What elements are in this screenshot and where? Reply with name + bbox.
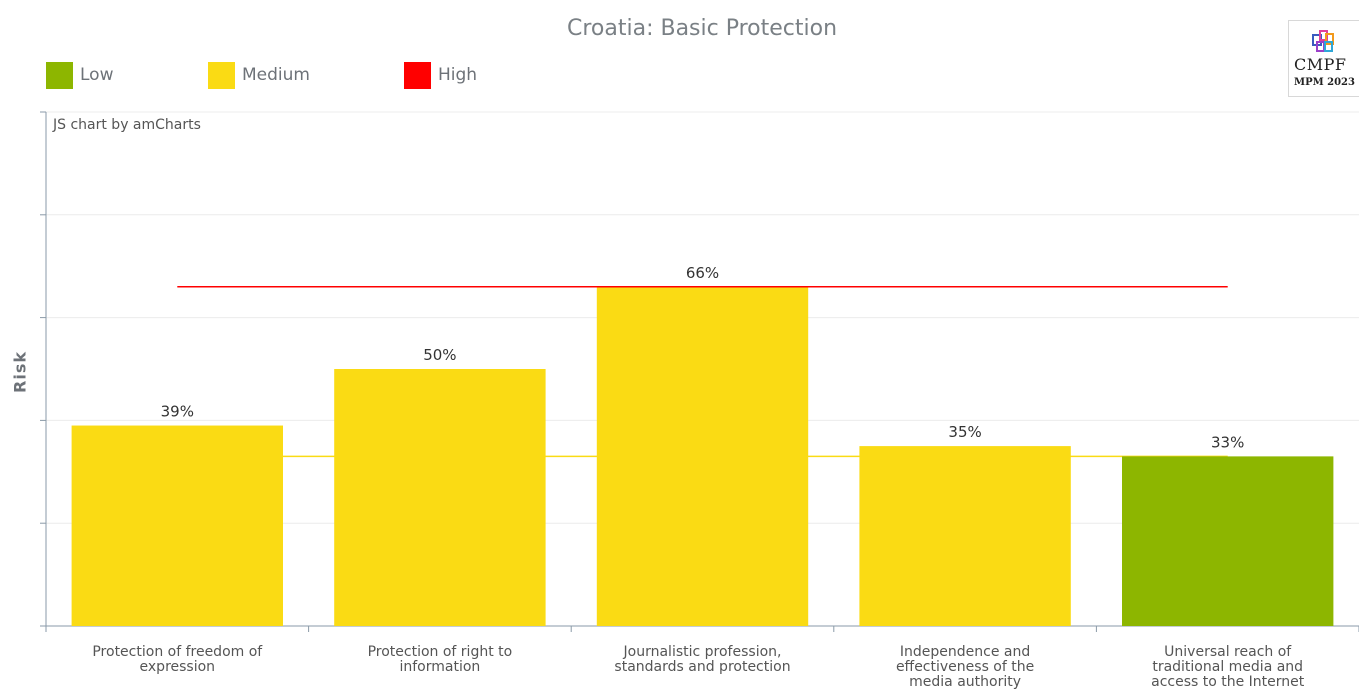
category-label: Protection of right to [368, 644, 513, 660]
legend-swatch-high [404, 61, 431, 89]
legend-item-high[interactable]: High [404, 61, 477, 89]
legend-item-low[interactable]: Low [46, 61, 113, 89]
chart-credit[interactable]: JS chart by amCharts [53, 117, 201, 133]
chart-title: Croatia: Basic Protection [566, 16, 838, 41]
bar [596, 286, 809, 626]
value-label: 35% [948, 423, 981, 441]
value-label: 33% [1211, 433, 1244, 451]
cmpf-logo: CMPF MPM 2023 [1288, 20, 1359, 97]
bars [71, 286, 1334, 626]
value-label: 39% [161, 403, 194, 421]
bar [71, 425, 283, 626]
value-labels: 39% 50% 66% 35% 33% [161, 264, 1245, 452]
bar [334, 369, 546, 626]
category-label: Independence and [900, 644, 1030, 660]
legend-item-medium[interactable]: Medium [208, 61, 310, 89]
category-label: access to the Internet [1151, 674, 1305, 690]
category-label: information [399, 659, 480, 675]
category-label: traditional media and [1152, 659, 1303, 675]
category-label: media authority [909, 674, 1021, 690]
legend-label-low: Low [80, 65, 114, 85]
category-label: Universal reach of [1164, 644, 1292, 660]
category-label: standards and protection [614, 659, 790, 675]
value-label: 50% [423, 346, 456, 364]
logo-subtext: MPM 2023 [1294, 77, 1355, 88]
legend-label-high: High [438, 65, 478, 85]
legend-label-medium: Medium [242, 65, 310, 85]
category-label: expression [140, 659, 216, 675]
category-label: Journalistic profession, [623, 644, 782, 660]
value-label: 66% [686, 264, 719, 282]
category-label: Protection of freedom of [92, 644, 263, 660]
logo-text: CMPF [1294, 55, 1347, 74]
cmpf-logo-icon [1312, 30, 1334, 52]
category-label: effectiveness of the [896, 659, 1034, 675]
legend-swatch-low [46, 61, 73, 89]
legend-swatch-medium [208, 61, 235, 89]
bar [1122, 456, 1334, 626]
bar [859, 446, 1071, 626]
